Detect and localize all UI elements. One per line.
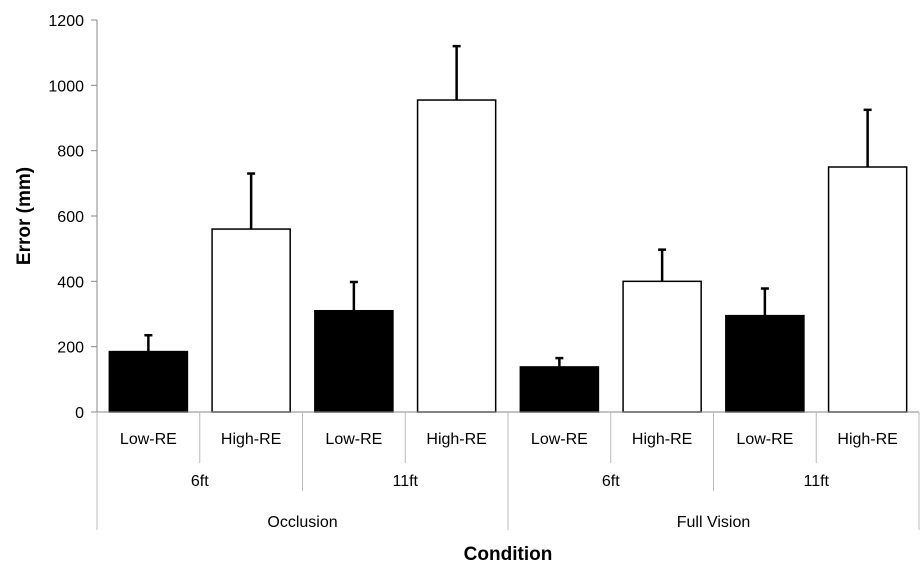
category-label: Low-RE [736, 431, 793, 448]
bars [108, 44, 908, 413]
y-tick-label: 400 [57, 274, 84, 291]
bar [827, 166, 908, 413]
y-tick-label: 200 [57, 340, 84, 357]
distance-label: 11ft [804, 473, 830, 490]
category-label: Low-RE [531, 431, 588, 448]
category-label: Low-RE [325, 431, 382, 448]
category-label: High-RE [221, 431, 281, 448]
y-tick-label: 1200 [48, 13, 84, 30]
y-tick-label: 600 [57, 209, 84, 226]
bar [519, 366, 600, 413]
distance-label: 6ft [191, 473, 209, 490]
x-axis-categories: Low-RE High-RE Low-RE High-RE Low-RE High-RE L… [96, 411, 920, 531]
y-tick-label: 800 [57, 144, 84, 161]
y-tick-label: 1000 [48, 78, 84, 95]
y-axis-title: Error (mm) [14, 167, 35, 265]
bar [725, 314, 805, 413]
category-label: High-RE [837, 431, 897, 448]
x-axis-title: Condition [464, 544, 553, 564]
bar [622, 280, 702, 413]
category-label: High-RE [632, 431, 692, 448]
bar [314, 309, 394, 413]
y-axis-ticks: 0 200 400 600 800 1000 1200 [48, 13, 97, 422]
distance-label: 6ft [602, 473, 620, 490]
category-label: High-RE [426, 431, 486, 448]
condition-label: Full Vision [677, 514, 751, 531]
bar [211, 228, 291, 413]
distance-label: 11ft [393, 473, 419, 490]
bar [108, 350, 189, 413]
category-label: Low-RE [120, 431, 177, 448]
y-tick-label: 0 [75, 405, 84, 422]
condition-label: Occlusion [267, 514, 337, 531]
bar [416, 99, 497, 413]
